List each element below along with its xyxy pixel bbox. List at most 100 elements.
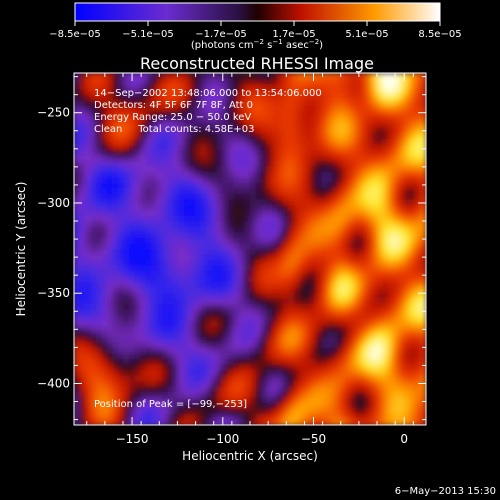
heatmap-cell [85,293,92,300]
heatmap-cell [349,326,356,333]
heatmap-cell [277,205,284,212]
heatmap-cell [200,139,207,146]
heatmap-cell [365,73,372,80]
heatmap-cell [145,172,152,179]
heatmap-cell [409,254,416,261]
heatmap-cell [382,298,389,305]
heatmap-cell [107,73,114,80]
heatmap-cell [387,337,394,344]
heatmap-cell [200,287,207,294]
heatmap-cell [382,117,389,124]
heatmap-cell [354,419,361,425]
heatmap-cell [244,260,251,267]
heatmap-cell [255,419,262,425]
heatmap-cell [272,353,279,360]
heatmap-cell [167,139,174,146]
heatmap-cell [112,419,119,425]
heatmap-cell [184,177,191,184]
heatmap-cell [255,375,262,382]
heatmap-cell [145,144,152,151]
heatmap-cell [74,276,81,283]
heatmap-cell [354,95,361,102]
heatmap-cell [129,287,136,294]
heatmap-cell [162,194,169,201]
heatmap-cell [321,276,328,283]
heatmap-cell [299,337,306,344]
heatmap-cell [338,199,345,206]
heatmap-cell [387,293,394,300]
heatmap-cell [349,403,356,410]
heatmap-cell [129,403,136,410]
heatmap-cell [222,89,229,96]
heatmap-cell [299,375,306,382]
heatmap-cell [316,227,323,234]
heatmap-cell [354,150,361,157]
heatmap-cell [360,166,367,173]
heatmap-cell [211,260,218,267]
heatmap-cell [112,216,119,223]
heatmap-cell [338,370,345,377]
heatmap-cell [112,100,119,107]
heatmap-cell [420,419,426,425]
heatmap-cell [228,309,235,316]
heatmap-cell [261,282,268,289]
heatmap-cell [162,205,169,212]
heatmap-cell [151,106,158,113]
heatmap-cell [178,320,185,327]
heatmap-cell [140,414,147,421]
heatmap-cell [184,205,191,212]
heatmap-cell [404,408,411,415]
heatmap-cell [118,249,125,256]
heatmap-cell [96,172,103,179]
heatmap-cell [299,342,306,349]
heatmap-cell [327,381,334,388]
heatmap-cell [338,106,345,113]
heatmap-cell [239,199,246,206]
heatmap-cell [129,183,136,190]
heatmap-cell [404,194,411,201]
heatmap-cell [261,254,268,261]
heatmap-cell [250,419,257,425]
heatmap-cell [321,199,328,206]
heatmap-cell [96,287,103,294]
heatmap-cell [145,232,152,239]
heatmap-cell [360,111,367,118]
heatmap-cell [338,243,345,250]
heatmap-cell [145,315,152,322]
heatmap-cell [118,392,125,399]
heatmap-cell [360,392,367,399]
heatmap-cell [371,276,378,283]
heatmap-cell [266,315,273,322]
heatmap-cell [371,232,378,239]
heatmap-cell [398,326,405,333]
heatmap-cell [266,216,273,223]
heatmap-cell [178,194,185,201]
heatmap-cell [415,397,422,404]
heatmap-cell [321,139,328,146]
heatmap-cell [255,315,262,322]
heatmap-cell [327,177,334,184]
heatmap-cell [129,89,136,96]
heatmap-cell [79,199,86,206]
heatmap-cell [415,403,422,410]
heatmap-cell [261,139,268,146]
heatmap-cell [123,172,130,179]
heatmap-cell [195,194,202,201]
heatmap-cell [211,210,218,217]
heatmap-cell [288,408,295,415]
heatmap-cell [79,150,86,157]
heatmap-cell [288,95,295,102]
heatmap-cell [261,194,268,201]
heatmap-cell [343,287,350,294]
heatmap-cell [305,199,312,206]
heatmap-cell [332,381,339,388]
heatmap-cell [195,144,202,151]
heatmap-cell [112,78,119,85]
heatmap-cell [178,414,185,421]
heatmap-cell [228,337,235,344]
heatmap-cell [96,243,103,250]
heatmap-cell [332,348,339,355]
heatmap-cell [305,304,312,311]
heatmap-cell [327,133,334,140]
heatmap-cell [217,331,224,338]
